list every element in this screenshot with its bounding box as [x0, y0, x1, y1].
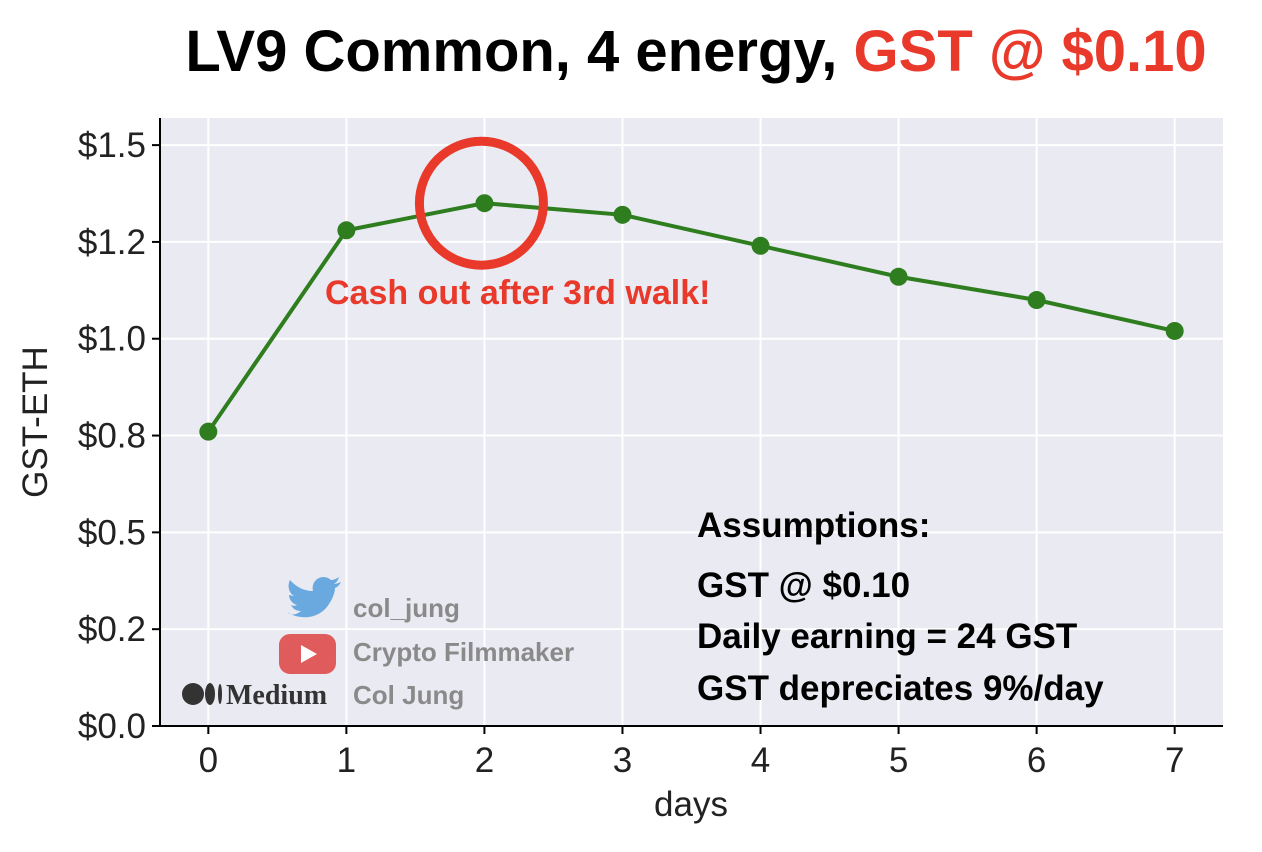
medium-author: Col Jung: [353, 680, 464, 710]
social-watermark: col_jung Crypto Filmmaker Medium Col Jun…: [182, 577, 574, 711]
chart-title-main: LV9 Common, 4 energy,: [185, 19, 854, 84]
data-point: [889, 267, 908, 286]
x-axis-label: days: [654, 785, 728, 824]
y-tick-label: $1.5: [78, 126, 146, 165]
y-tick-label: $0.2: [78, 610, 146, 649]
gridlines: [160, 118, 1223, 727]
chart-title: LV9 Common, 4 energy, GST @ $0.10: [0, 12, 1262, 92]
twitter-bird-icon: [287, 577, 341, 618]
assumption-line: Daily earning = 24 GST: [697, 617, 1077, 656]
assumption-line: GST @ $0.10: [697, 566, 910, 605]
x-tick-label: 6: [1027, 741, 1046, 780]
y-tick-label: $0.5: [78, 513, 146, 552]
data-points: [199, 194, 1184, 441]
y-tick-label: $0.8: [78, 417, 146, 456]
x-tick-label: 4: [751, 741, 770, 780]
y-tick-label: $0.0: [78, 707, 146, 746]
series-line: [206, 201, 1176, 433]
data-point: [613, 205, 632, 224]
data-point: [337, 221, 356, 240]
x-tick-label: 0: [199, 741, 218, 780]
assumptions-heading: Assumptions:: [697, 506, 930, 545]
assumption-line: GST depreciates 9%/day: [697, 669, 1104, 708]
x-tick-label: 3: [613, 741, 632, 780]
data-point: [751, 236, 770, 255]
x-tick-label: 2: [475, 741, 494, 780]
y-tick-label: $1.2: [78, 223, 146, 262]
x-tick-label: 7: [1165, 741, 1184, 780]
twitter-handle: col_jung: [353, 593, 460, 623]
cash-out-annotation: Cash out after 3rd walk!: [325, 274, 710, 312]
data-point: [199, 422, 218, 441]
data-point: [475, 194, 494, 213]
highlight-circle: [414, 136, 548, 270]
x-tick-label: 1: [337, 741, 356, 780]
data-point: [1027, 291, 1046, 310]
y-tick-label: $1.0: [78, 320, 146, 359]
data-point: [1165, 321, 1184, 340]
youtube-play-icon: [279, 634, 336, 674]
chart-title-highlight: GST @ $0.10: [853, 19, 1207, 84]
youtube-channel: Crypto Filmmaker: [353, 637, 574, 667]
x-tick-label: 5: [889, 741, 908, 780]
medium-logo-icon: [182, 683, 222, 705]
y-axis-label: GST-ETH: [16, 346, 55, 498]
x-tick-labels: 0 1 2 3 4 5 6 7: [199, 726, 1184, 780]
plot-area: [160, 118, 1223, 726]
medium-wordmark: Medium: [226, 680, 327, 711]
assumptions-box: Assumptions: GST @ $0.10 Daily earning =…: [697, 506, 1104, 708]
y-tick-labels: $0.0 $0.2 $0.5 $0.8 $1.0 $1.2 $1.5: [78, 126, 160, 746]
